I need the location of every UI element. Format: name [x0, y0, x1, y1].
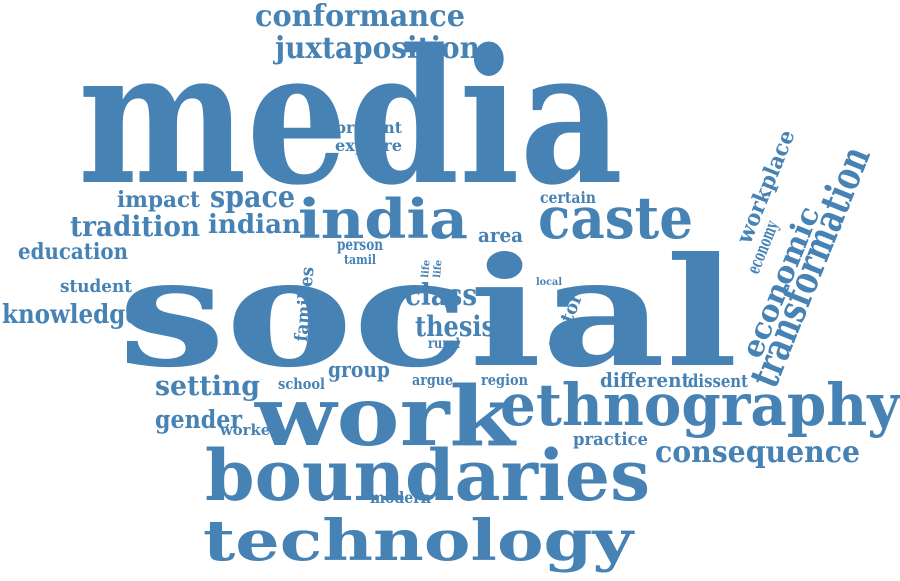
word-space: space [210, 180, 295, 215]
word-worker: worker [219, 421, 279, 439]
word-thesis: thesis [415, 310, 495, 343]
word-life: life [432, 259, 445, 278]
word-conformance: conformance [255, 0, 465, 34]
word-technology: technology [203, 508, 635, 574]
word-consequence: consequence [655, 435, 860, 470]
word-media: media [78, 8, 623, 226]
word-modern: modern [370, 488, 431, 507]
word-tamil: tamil [344, 253, 376, 268]
word-ethnography: ethnography [500, 371, 900, 439]
word-local: local [536, 277, 562, 288]
word-rural: rural [428, 336, 460, 352]
word-area: area [478, 223, 523, 247]
word-present: present [335, 118, 403, 137]
word-education: education [18, 239, 128, 265]
word-setting: setting [155, 371, 260, 402]
word-certain: certain [540, 188, 596, 207]
word-life: life [420, 259, 433, 278]
word-knowledge: knowledge [2, 300, 140, 330]
word-class: class [405, 278, 477, 313]
word-juxtaposition: juxtaposition [272, 31, 480, 66]
word-social: social [118, 225, 738, 401]
word-boundaries: boundaries [205, 434, 650, 517]
word-different: different [600, 368, 691, 392]
word-dissent: dissent [688, 371, 749, 392]
word-impact: impact [117, 187, 201, 213]
word-gender: gender [155, 405, 243, 434]
word-indian: indian [208, 210, 301, 240]
word-work: work [254, 369, 518, 465]
word-explore: explore [335, 136, 402, 155]
word-region: region [481, 371, 528, 389]
word-india: india [298, 187, 468, 251]
word-caste: caste [538, 184, 693, 252]
word-student: student [60, 276, 133, 297]
word-practice: practice [573, 429, 648, 450]
word-group: group [328, 357, 390, 382]
word-person: person [337, 235, 383, 254]
word-argue: argue [412, 371, 453, 389]
word-tradition: tradition [70, 210, 200, 243]
word-school: school [278, 375, 325, 393]
